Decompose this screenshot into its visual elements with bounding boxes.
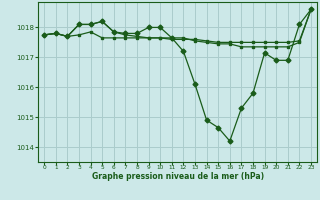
X-axis label: Graphe pression niveau de la mer (hPa): Graphe pression niveau de la mer (hPa) — [92, 172, 264, 181]
